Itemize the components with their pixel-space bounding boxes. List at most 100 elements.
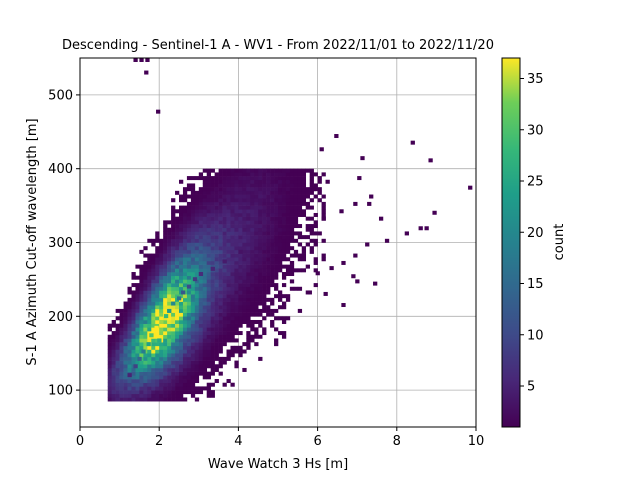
heatmap-cell [230,268,235,273]
heatmap-cell [171,290,176,295]
heatmap-cell [163,283,168,288]
heatmap-cell [278,198,283,203]
heatmap-cell [222,360,227,365]
heatmap-cell [230,220,235,225]
heatmap-cell [281,238,287,243]
heatmap-cell [159,242,164,247]
heatmap-cell [210,257,215,262]
heatmap-cell [254,286,259,291]
heatmap-cell [262,224,267,229]
heatmap-cell [190,297,196,302]
heatmap-cell [210,290,215,295]
heatmap-cell [202,386,208,391]
heatmap-cell [289,286,295,291]
heatmap-cell [190,268,196,273]
heatmap-cell [182,194,188,199]
heatmap-cell [242,194,247,199]
heatmap-cell [289,190,295,195]
heatmap-cell [238,172,243,177]
heatmap-cell [301,268,307,273]
heatmap-cell [301,209,307,214]
heatmap-cell [115,356,120,361]
heatmap-cell [123,367,128,372]
heatmap-cell [274,187,279,192]
heatmap-cell [210,316,215,321]
heatmap-cell [190,290,196,295]
heatmap-cell [214,297,219,302]
heatmap-cell [218,283,223,288]
heatmap-cell [210,190,215,195]
heatmap-cell [171,294,176,299]
heatmap-cell [214,316,219,321]
heatmap-cell [186,275,192,280]
heatmap-cell [238,272,243,277]
heatmap-cell [139,345,144,350]
heatmap-cell [258,323,263,328]
heatmap-cell [274,308,279,313]
heatmap-cell [222,190,227,195]
heatmap-cell [218,297,223,302]
heatmap-cell [234,168,239,173]
heatmap-cell [242,297,247,302]
heatmap-cell [321,205,326,210]
heatmap-cell [194,264,200,269]
heatmap-cell [198,220,204,225]
heatmap-cell [186,308,192,313]
heatmap-cell [266,275,271,280]
heatmap-cell [230,179,235,184]
heatmap-cell [250,216,255,221]
heatmap-cell [139,379,144,384]
heatmap-cell [198,301,204,306]
heatmap-cell [202,323,208,328]
heatmap-cell [206,268,211,273]
heatmap-cell [258,275,263,280]
heatmap-cell [167,356,172,361]
heatmap-cell [226,319,231,324]
heatmap-cell [175,190,180,195]
heatmap-cell [270,227,275,232]
heatmap-cell [270,179,275,184]
heatmap-cell [198,187,204,192]
heatmap-cell [143,342,148,347]
heatmap-cell [206,246,211,251]
heatmap-cell [115,316,120,321]
heatmap-cell [222,259,227,264]
heatmap-cell [262,297,267,302]
heatmap-cell [274,190,279,195]
heatmap-cell [289,224,295,229]
heatmap-cell [206,249,211,254]
heatmap-cell [190,235,196,240]
heatmap-cell [274,212,279,217]
heatmap-cell [147,397,152,402]
heatmap-cell [186,342,192,347]
heatmap-cell [210,367,215,372]
heatmap-cell [131,308,136,313]
heatmap-cell [175,209,180,214]
heatmap-cell [115,308,120,313]
heatmap-cell [230,323,235,328]
heatmap-cell [285,231,291,236]
heatmap-cell [155,345,160,350]
heatmap-cell [186,238,192,243]
heatmap-cell [250,253,255,258]
heatmap-cell [246,194,251,199]
heatmap-cell [175,319,180,324]
heatmap-cell [115,386,120,391]
heatmap-cell [111,323,116,328]
heatmap-cell [175,231,180,236]
heatmap-cell [238,187,243,192]
heatmap-cell [246,198,251,203]
heatmap-cell [206,253,211,258]
heatmap-cell [147,272,152,277]
heatmap-cell [206,294,211,299]
heatmap-cell [210,194,215,199]
heatmap-cell [202,375,208,380]
heatmap-cell [297,268,303,273]
heatmap-cell [163,235,168,240]
heatmap-cell [147,386,152,391]
heatmap-cell [262,272,267,277]
heatmap-cell [194,286,200,291]
heatmap-cell [139,275,144,280]
heatmap-cell [135,338,140,343]
heatmap-cell [147,367,152,372]
